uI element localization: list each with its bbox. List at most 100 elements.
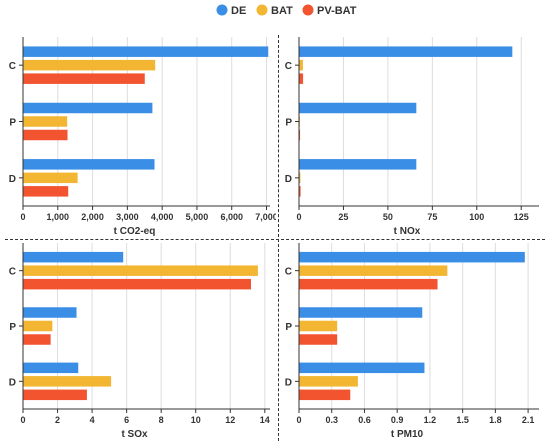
bar-p-pv-bat[interactable] bbox=[23, 334, 51, 345]
pm10-chart-panel: C P D 0 0.3 0.6 0.9 1.2 1.5 1.8 2.1 t PM10 bbox=[281, 241, 545, 441]
category-label-c: C bbox=[285, 267, 292, 278]
x-tick-label-1-2: 1.2 bbox=[424, 415, 437, 425]
bar-c-bat[interactable] bbox=[299, 265, 448, 276]
x-tick-label-7-000: 7,000 bbox=[255, 212, 276, 222]
bar-d-de[interactable] bbox=[299, 362, 425, 374]
bar-d-pv-bat[interactable] bbox=[299, 186, 301, 197]
x-tick-label-0: 0 bbox=[296, 415, 301, 425]
legend-item-pv-bat[interactable]: PV-BAT bbox=[302, 4, 357, 18]
bar-p-de[interactable] bbox=[299, 102, 417, 114]
chart-legend: DE BAT PV-BAT bbox=[0, 0, 550, 22]
bar-p-pv-bat[interactable] bbox=[299, 129, 301, 141]
sox-chart-panel: C P D 0 2 4 6 8 10 12 14 t SOx bbox=[5, 241, 276, 441]
bar-d-pv-bat[interactable] bbox=[23, 186, 69, 197]
category-label-d: D bbox=[9, 377, 16, 388]
category-label-p: P bbox=[285, 322, 292, 333]
legend-item-de[interactable]: DE bbox=[216, 4, 247, 18]
bar-p-de[interactable] bbox=[23, 102, 153, 114]
bar-d-bat[interactable] bbox=[23, 376, 112, 387]
x-tick-label-4-000: 4,000 bbox=[151, 212, 174, 222]
x-axis-title: t SOx bbox=[121, 429, 148, 440]
bar-d-pv-bat[interactable] bbox=[299, 389, 351, 401]
x-tick-label-0-6: 0.6 bbox=[358, 415, 371, 425]
x-tick-label-10: 10 bbox=[191, 415, 201, 425]
x-tick-label-0-9: 0.9 bbox=[391, 415, 404, 425]
chart-grid: C P D 0 1,000 2,000 3,000 4,000 5,000 6,000 7,000 t… bbox=[0, 22, 550, 442]
x-tick-label-0: 0 bbox=[296, 212, 301, 222]
x-tick-label-3-000: 3,000 bbox=[116, 212, 139, 222]
bar-c-de[interactable] bbox=[23, 46, 269, 57]
bar-p-bat[interactable] bbox=[23, 116, 68, 127]
x-tick-label-1-5: 1.5 bbox=[456, 415, 469, 425]
bar-d-bat[interactable] bbox=[299, 376, 358, 387]
legend-svg: DE BAT PV-BAT bbox=[216, 4, 357, 18]
category-label-d: D bbox=[285, 377, 292, 388]
legend-label-bat: BAT bbox=[271, 5, 293, 17]
x-tick-label-1-8: 1.8 bbox=[489, 415, 502, 425]
category-label-c: C bbox=[285, 61, 292, 72]
bar-c-de[interactable] bbox=[23, 251, 124, 263]
bar-c-bat[interactable] bbox=[23, 59, 156, 71]
bar-c-de[interactable] bbox=[299, 251, 525, 263]
x-tick-label-4: 4 bbox=[90, 415, 95, 425]
x-tick-label-100: 100 bbox=[469, 212, 484, 222]
legend-swatch-bat bbox=[256, 4, 268, 16]
bar-d-pv-bat[interactable] bbox=[23, 389, 87, 401]
panel-divider-vertical bbox=[278, 35, 279, 441]
x-tick-label-0: 0 bbox=[20, 212, 25, 222]
x-tick-label-6-000: 6,000 bbox=[220, 212, 243, 222]
bar-c-bat[interactable] bbox=[23, 265, 258, 276]
category-label-d: D bbox=[285, 174, 292, 185]
x-axis-title: t NOx bbox=[394, 226, 421, 237]
x-tick-label-2-1: 2.1 bbox=[522, 415, 535, 425]
x-tick-label-1-000: 1,000 bbox=[47, 212, 70, 222]
bar-c-pv-bat[interactable] bbox=[299, 278, 438, 290]
legend-swatch-pv-bat bbox=[302, 4, 314, 16]
category-label-p: P bbox=[9, 322, 16, 333]
panel-divider-horizontal bbox=[5, 239, 545, 240]
x-axis-title: t CO2-eq bbox=[114, 226, 156, 237]
legend-item-bat[interactable]: BAT bbox=[256, 4, 294, 18]
bar-p-de[interactable] bbox=[299, 307, 423, 318]
bar-c-de[interactable] bbox=[299, 46, 513, 57]
bar-p-pv-bat[interactable] bbox=[299, 334, 338, 345]
x-tick-label-0-3: 0.3 bbox=[325, 415, 338, 425]
bar-d-de[interactable] bbox=[299, 159, 417, 170]
chart-svg: C P D 0 1,000 2,000 3,000 4,000 5,000 6,000 7,000 t… bbox=[9, 37, 278, 237]
x-tick-label-2-000: 2,000 bbox=[81, 212, 104, 222]
legend-label-de: DE bbox=[231, 5, 246, 17]
bar-d-de[interactable] bbox=[23, 159, 155, 170]
bar-d-bat[interactable] bbox=[23, 172, 78, 184]
co2-chart-panel: C P D 0 1,000 2,000 3,000 4,000 5,000 6,000 7,000 t… bbox=[5, 35, 278, 238]
bar-p-de[interactable] bbox=[23, 307, 77, 318]
x-axis-title: t PM10 bbox=[391, 429, 424, 440]
category-label-p: P bbox=[285, 118, 292, 129]
category-label-p: P bbox=[9, 118, 16, 129]
legend-swatch-de bbox=[216, 4, 228, 16]
bar-c-pv-bat[interactable] bbox=[299, 73, 304, 84]
x-tick-label-6: 6 bbox=[124, 415, 129, 425]
x-tick-label-125: 125 bbox=[514, 212, 529, 222]
chart-svg: C P D 0 0.3 0.6 0.9 1.2 1.5 1.8 2.1 t PM10 bbox=[285, 243, 539, 440]
chart-svg: C P D 0 25 50 75 100 125 t NOx bbox=[285, 37, 539, 237]
x-tick-label-14: 14 bbox=[260, 415, 270, 425]
x-tick-label-25: 25 bbox=[338, 212, 348, 222]
x-tick-label-12: 12 bbox=[225, 415, 235, 425]
bar-p-bat[interactable] bbox=[23, 320, 53, 332]
x-tick-label-8: 8 bbox=[159, 415, 164, 425]
x-tick-label-75: 75 bbox=[427, 212, 437, 222]
bar-c-pv-bat[interactable] bbox=[23, 278, 251, 290]
bar-c-bat[interactable] bbox=[299, 59, 303, 71]
x-tick-label-0: 0 bbox=[20, 415, 25, 425]
legend-label-pv-bat: PV-BAT bbox=[317, 5, 357, 17]
category-label-c: C bbox=[9, 61, 16, 72]
bar-d-de[interactable] bbox=[23, 362, 79, 374]
bar-c-pv-bat[interactable] bbox=[23, 73, 145, 84]
nox-chart-panel: C P D 0 25 50 75 100 125 t NOx bbox=[281, 35, 545, 238]
bar-d-bat[interactable] bbox=[299, 172, 301, 184]
category-label-d: D bbox=[9, 174, 16, 185]
x-tick-label-5-000: 5,000 bbox=[186, 212, 209, 222]
x-tick-label-2: 2 bbox=[55, 415, 60, 425]
bar-p-bat[interactable] bbox=[299, 320, 338, 332]
bar-p-pv-bat[interactable] bbox=[23, 129, 68, 141]
